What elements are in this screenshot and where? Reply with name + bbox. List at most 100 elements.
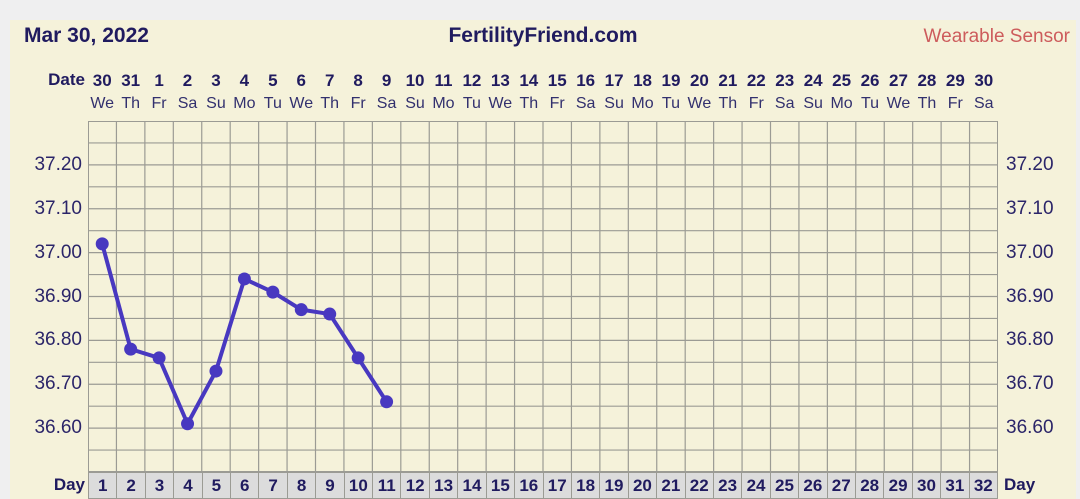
y-tick-label-right: 36.90 xyxy=(1006,285,1054,307)
weekday-cell: We xyxy=(886,95,911,112)
temperature-point[interactable] xyxy=(380,395,394,409)
date-axis-label: Date xyxy=(48,70,85,89)
weekday-cell: Tu xyxy=(462,95,481,112)
day-cell: 28 xyxy=(854,472,885,499)
date-cell: 3 xyxy=(211,71,221,90)
day-cell: 3 xyxy=(144,472,175,499)
weekday-cell: Mo xyxy=(830,95,853,112)
date-cell: 9 xyxy=(381,71,392,90)
day-axis-label-left: Day xyxy=(53,475,85,494)
day-cell: 16 xyxy=(514,472,544,499)
temperature-point[interactable] xyxy=(294,303,308,317)
day-cell: 27 xyxy=(826,472,856,499)
day-cell: 5 xyxy=(201,472,232,499)
y-tick-label-left: 37.20 xyxy=(34,153,82,175)
wearable-sensor-link[interactable]: Wearable Sensor xyxy=(923,26,1070,47)
day-cell: 26 xyxy=(798,472,828,499)
y-tick-label-right: 36.70 xyxy=(1006,373,1054,395)
date-cell: 11 xyxy=(434,71,453,90)
y-tick-label-left: 36.70 xyxy=(34,373,82,395)
day-cell: 15 xyxy=(485,472,516,499)
date-cell: 4 xyxy=(239,71,250,90)
weekday-cell: We xyxy=(90,95,115,112)
day-cell: 13 xyxy=(428,472,459,499)
weekday-cell: Fr xyxy=(151,95,167,112)
day-cell: 10 xyxy=(343,472,374,499)
day-cell: 8 xyxy=(286,472,317,499)
temperature-point[interactable] xyxy=(237,272,251,286)
weekday-cell: Sa xyxy=(973,95,994,112)
date-cell: 16 xyxy=(576,71,596,90)
y-tick-label-left: 36.60 xyxy=(34,417,82,439)
weekday-cell: Su xyxy=(405,95,425,112)
day-cell: 2 xyxy=(116,472,146,499)
weekday-cell: Su xyxy=(604,95,624,112)
date-cell: 20 xyxy=(689,71,709,90)
date-cell: 19 xyxy=(661,71,681,90)
weekday-cell: Sa xyxy=(376,95,397,112)
day-cell: 12 xyxy=(400,472,430,499)
day-cell: 6 xyxy=(230,472,260,499)
date-cell: 26 xyxy=(860,71,880,90)
weekday-cell: Tu xyxy=(661,95,680,112)
date-cell: 13 xyxy=(490,71,510,90)
date-cell: 18 xyxy=(633,71,652,90)
day-cell: 19 xyxy=(599,472,629,499)
date-cell: 21 xyxy=(718,71,738,90)
day-cell: 32 xyxy=(968,472,998,499)
temperature-point[interactable] xyxy=(323,307,337,321)
day-cell: 31 xyxy=(940,472,970,499)
weekday-cell: Fr xyxy=(350,95,366,112)
date-cell: 1 xyxy=(154,71,164,90)
bbt-chart-plot-area[interactable] xyxy=(87,120,999,473)
day-cell: 18 xyxy=(570,472,601,499)
day-cell: 4 xyxy=(173,472,203,499)
weekday-cell: Su xyxy=(206,95,226,112)
day-cell: 9 xyxy=(315,472,345,499)
chart-panel: Mar 30, 2022 FertilityFriend.com Wearabl… xyxy=(10,20,1076,499)
weekday-cell: We xyxy=(488,95,513,112)
day-cell: 20 xyxy=(627,472,658,499)
date-cell: 30 xyxy=(92,71,112,90)
date-cell: 25 xyxy=(832,71,852,90)
date-cell: 30 xyxy=(974,71,994,90)
temperature-point[interactable] xyxy=(351,351,365,365)
temperature-point[interactable] xyxy=(209,364,223,378)
weekday-cell: We xyxy=(289,95,314,112)
date-cell: 22 xyxy=(746,71,766,90)
y-tick-label-left: 36.90 xyxy=(34,285,82,307)
weekday-cell: Sa xyxy=(575,95,596,112)
temperature-point[interactable] xyxy=(266,285,280,299)
weekday-cell: Fr xyxy=(748,95,764,112)
date-cell: 23 xyxy=(775,71,795,90)
date-cell: 8 xyxy=(353,71,363,90)
temperature-point[interactable] xyxy=(152,351,166,365)
temperature-point[interactable] xyxy=(181,417,195,431)
weekday-cell: Th xyxy=(718,95,738,112)
temperature-point[interactable] xyxy=(124,342,138,356)
weekday-cell: Tu xyxy=(263,95,282,112)
weekday-cell: Mo xyxy=(432,95,455,112)
y-tick-label-right: 36.60 xyxy=(1006,417,1054,439)
site-title: FertilityFriend.com xyxy=(448,24,638,47)
date-cell: 31 xyxy=(121,71,141,90)
date-cell: 2 xyxy=(182,71,193,90)
y-tick-label-left: 36.80 xyxy=(34,329,82,351)
date-cell: 14 xyxy=(519,71,539,90)
date-cell: 29 xyxy=(945,71,965,90)
weekday-cell: Mo xyxy=(631,95,654,112)
y-tick-label-right: 37.20 xyxy=(1006,153,1054,175)
day-cell: 25 xyxy=(769,472,800,499)
weekday-cell: We xyxy=(687,95,712,112)
weekday-cell: Sa xyxy=(177,95,198,112)
date-cell: 6 xyxy=(296,71,307,90)
weekday-cell: Sa xyxy=(774,95,795,112)
day-cell: 1 xyxy=(88,472,118,499)
temperature-point[interactable] xyxy=(95,237,109,251)
weekday-cell: Mo xyxy=(233,95,256,112)
y-tick-label-right: 37.00 xyxy=(1006,241,1054,263)
date-cell: 28 xyxy=(917,71,937,90)
weekday-cell: Th xyxy=(917,95,937,112)
day-cell: 24 xyxy=(741,472,771,499)
day-cell: 14 xyxy=(457,472,487,499)
